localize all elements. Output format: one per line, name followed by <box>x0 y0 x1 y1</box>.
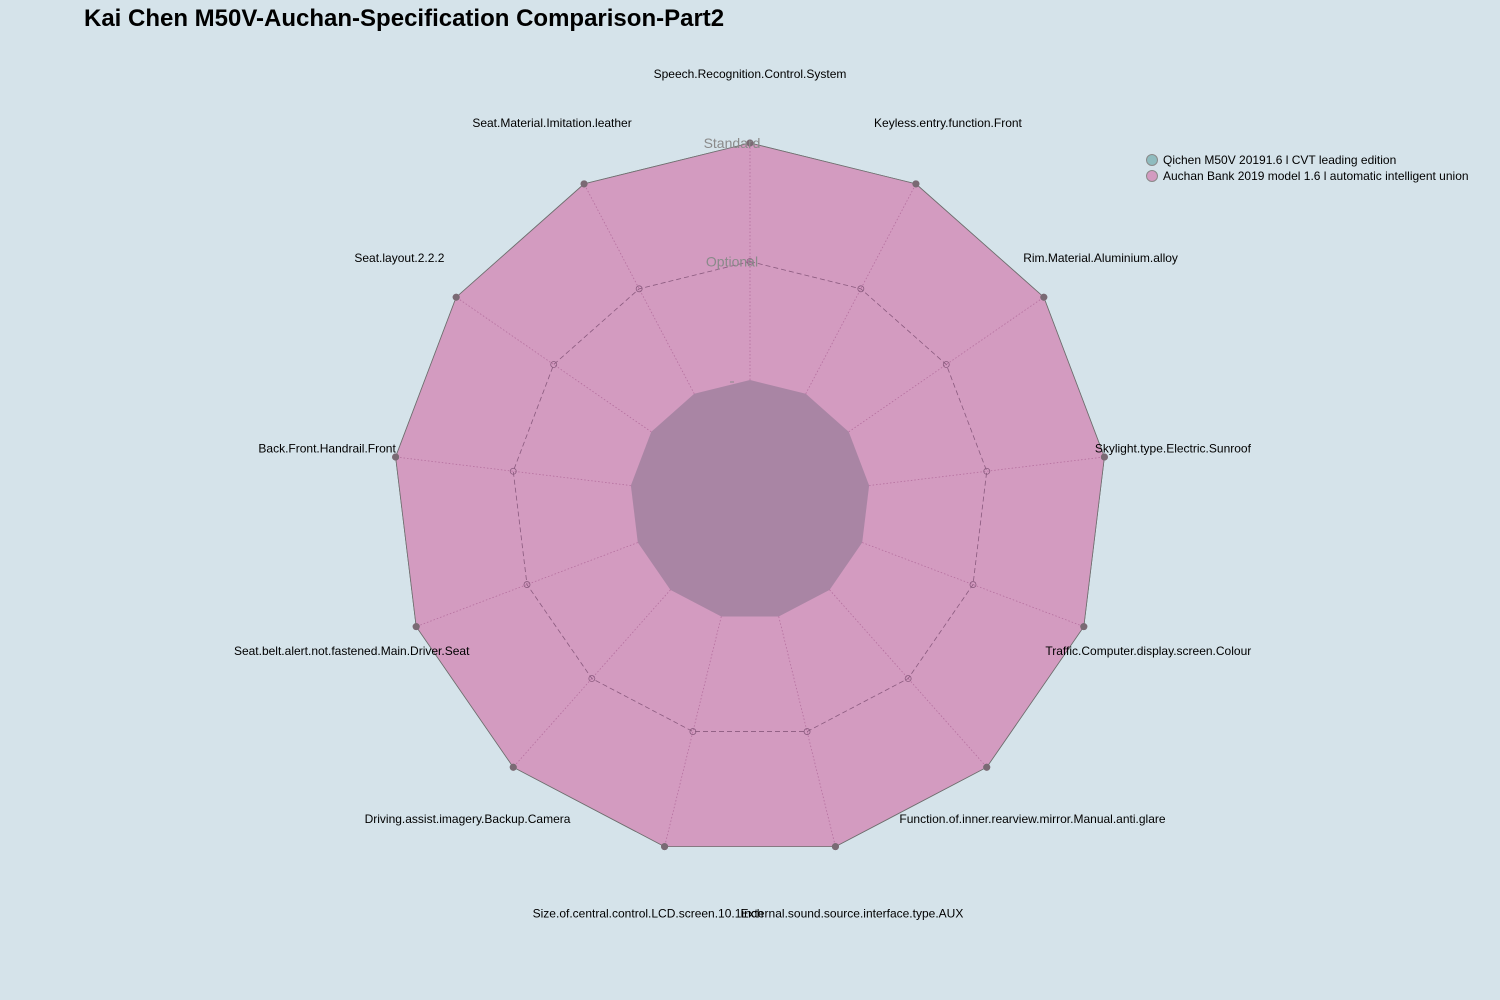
data-point <box>412 623 420 631</box>
legend-swatch <box>1146 154 1158 166</box>
axis-label: Rim.Material.Aluminium.alloy <box>1023 251 1178 265</box>
radar-spoke <box>583 183 695 394</box>
data-point <box>1080 623 1088 631</box>
data-point <box>509 763 517 771</box>
chart-title: Kai Chen M50V-Auchan-Specification Compa… <box>84 5 725 32</box>
data-point <box>983 763 991 771</box>
radar-spoke <box>829 589 988 768</box>
grid-ring-marker <box>983 467 991 475</box>
grid-ring-marker <box>689 728 697 735</box>
data-point <box>1100 453 1108 461</box>
data-point <box>912 180 920 188</box>
grid-ring-marker <box>550 361 558 368</box>
legend-label: Qichen M50V 20191.6 l CVT leading editio… <box>1163 153 1397 167</box>
grid-ring-marker <box>969 581 977 588</box>
grid-ring-marker <box>509 467 517 475</box>
radar-spoke <box>869 456 1105 486</box>
data-point <box>392 453 400 461</box>
axis-label: Seat.Material.Imitation.leather <box>472 116 631 130</box>
grid-ring-marker <box>588 675 596 682</box>
grid-ring-marker <box>746 258 754 265</box>
axis-label: Traffic.Computer.display.screen.Colour <box>1045 644 1251 658</box>
radar-spoke <box>805 183 917 394</box>
data-point <box>452 293 460 301</box>
axis-label: Function.of.inner.rearview.mirror.Manual… <box>899 812 1165 826</box>
axis-label: Speech.Recognition.Control.System <box>654 67 847 81</box>
grid-ring-marker <box>635 285 643 293</box>
radar-spoke <box>848 296 1045 433</box>
radar-grid-ring-optional <box>512 261 988 732</box>
radar-spoke <box>512 589 671 768</box>
radar-spoke <box>778 616 836 847</box>
data-point <box>580 180 588 188</box>
axis-label: Keyless.entry.function.Front <box>874 116 1023 130</box>
radar-labels-layer: Optional Standard Speech.Recognition.Contr… <box>234 67 1252 921</box>
axis-label: External.sound.source.interface.type.AUX <box>741 907 964 921</box>
data-point <box>661 843 669 851</box>
radar-spoke <box>862 542 1084 627</box>
legend: Qichen M50V 20191.6 l CVT leading editio… <box>1146 152 1469 184</box>
radar-inner-region-overlay <box>630 380 870 617</box>
grid-ring-marker <box>523 581 531 588</box>
radar-spoke <box>416 542 638 627</box>
radar-grid-layer <box>395 143 1105 847</box>
data-point <box>746 139 754 147</box>
axis-label: Seat.belt.alert.not.fastened.Main.Driver… <box>234 644 470 658</box>
level-label: Optional <box>706 254 758 270</box>
legend-swatch <box>1146 170 1158 182</box>
grid-ring-marker <box>803 728 811 735</box>
radar-points-layer <box>392 139 1108 851</box>
legend-label: Auchan Bank 2019 model 1.6 l automatic i… <box>1163 169 1469 183</box>
grid-ring-marker <box>857 285 865 293</box>
grid-ring-marker <box>942 361 950 368</box>
radar-spoke <box>455 296 652 433</box>
radar-series-layer <box>395 142 1105 848</box>
data-point <box>1040 293 1048 301</box>
legend-item: Auchan Bank 2019 model 1.6 l automatic i… <box>1146 168 1469 184</box>
axis-label: Skylight.type.Electric.Sunroof <box>1095 442 1252 456</box>
axis-label: Seat.layout.2.2.2 <box>354 251 444 265</box>
axis-label: Back.Front.Handrail.Front <box>258 442 396 456</box>
radar-spoke <box>664 616 722 847</box>
axis-label: Size.of.central.control.LCD.screen.10.1i… <box>533 907 764 921</box>
legend-item: Qichen M50V 20191.6 l CVT leading editio… <box>1146 152 1469 168</box>
grid-ring-marker <box>904 675 912 682</box>
data-point <box>831 843 839 851</box>
radar-spoke <box>395 456 631 486</box>
axis-label: Driving.assist.imagery.Backup.Camera <box>365 812 571 826</box>
level-label: Standard <box>704 135 761 151</box>
